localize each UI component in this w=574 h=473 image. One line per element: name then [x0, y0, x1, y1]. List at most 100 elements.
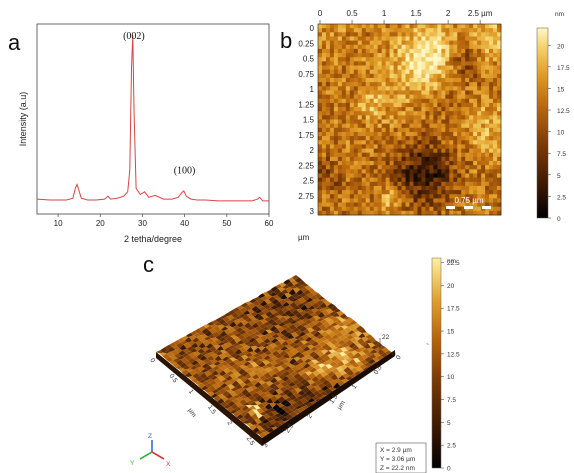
- surface-facet: [246, 363, 255, 369]
- surface-facet: [276, 365, 284, 372]
- afm-pixel: [373, 165, 379, 170]
- surface-facet: [343, 350, 351, 355]
- surface-facet: [301, 318, 310, 323]
- afm-pixel: [405, 61, 410, 66]
- afm-pixel: [389, 61, 394, 66]
- afm-pixel: [405, 115, 410, 120]
- afm-pixel: [349, 115, 355, 120]
- afm-pixel: [389, 90, 394, 95]
- afm-pixel: [393, 177, 398, 183]
- surface-facet: [211, 320, 219, 325]
- afm-pixel: [333, 206, 339, 212]
- afm-pixel: [441, 210, 446, 216]
- surface-facet: [233, 319, 241, 326]
- afm-pixel: [477, 24, 482, 29]
- surface-facet: [308, 393, 316, 398]
- afm-pixel: [369, 127, 375, 133]
- surface-facet: [176, 342, 184, 349]
- afm-pixel: [433, 82, 438, 87]
- afm-pixel: [473, 86, 478, 91]
- afm-pixel: [449, 210, 454, 216]
- surface-facet: [235, 383, 243, 390]
- afm-pixel: [373, 73, 379, 79]
- surface-facet: [266, 307, 274, 311]
- afm-pixel: [485, 36, 490, 42]
- afm-pixel: [333, 36, 339, 42]
- surface-facet: [290, 298, 299, 302]
- afm-pixel: [345, 144, 351, 149]
- afm-pixel: [441, 165, 446, 170]
- afm-pixel: [477, 123, 482, 129]
- surface-facet: [255, 413, 263, 419]
- afm-pixel: [397, 57, 402, 62]
- afm-pixel: [389, 28, 394, 33]
- afm-pixel: [457, 65, 462, 71]
- afm-pixel: [461, 177, 466, 183]
- surface-facet: [268, 424, 276, 428]
- afm-pixel: [353, 148, 359, 154]
- afm-pixel: [453, 119, 458, 125]
- surface-facet: [244, 373, 252, 379]
- surface-facet: [325, 313, 333, 318]
- afm-pixel: [401, 161, 406, 166]
- afm-pixel: [401, 144, 406, 149]
- afm-pixel: [449, 65, 454, 71]
- surface-facet: [376, 355, 384, 361]
- afm-pixel: [441, 131, 446, 137]
- afm-pixel: [337, 181, 343, 187]
- surface-facet: [346, 334, 354, 340]
- afm-pixel: [429, 190, 434, 195]
- afm-pixel: [469, 156, 474, 162]
- afm-pixel: [421, 185, 426, 191]
- afm-pixel: [449, 119, 454, 125]
- surface-facet: [298, 280, 306, 286]
- surface-facet: [241, 320, 249, 326]
- afm-pixel: [445, 136, 450, 141]
- afm-pixel: [433, 144, 438, 149]
- afm-pixel: [365, 148, 371, 154]
- afm-pixel: [385, 82, 391, 87]
- surface-facet: [277, 326, 285, 333]
- afm-pixel: [441, 24, 446, 29]
- afm-pixel: [341, 131, 347, 137]
- afm-pixel: [477, 198, 482, 203]
- afm-pixel: [485, 73, 490, 79]
- afm-pixel: [377, 190, 383, 195]
- afm-pixel: [489, 107, 494, 112]
- surface-facet: [209, 364, 217, 369]
- afm-pixel: [453, 194, 458, 199]
- afm-pixel: [417, 148, 422, 154]
- afm-pixel: [353, 169, 359, 174]
- surface-facet: [255, 395, 263, 402]
- surface-facet: [301, 372, 309, 379]
- afm-pixel: [413, 152, 418, 158]
- afm-pixel: [329, 206, 335, 212]
- afm-pixel: [497, 69, 502, 75]
- afm-pixel: [473, 156, 478, 162]
- surface-facet: [270, 304, 279, 310]
- surface-facet: [302, 328, 311, 334]
- afm-pixel: [429, 98, 434, 104]
- afm-pixel: [469, 32, 474, 37]
- afm-pixel: [417, 115, 422, 120]
- afm-pixel: [405, 90, 410, 95]
- surface-facet: [338, 318, 347, 323]
- afm-pixel: [433, 28, 438, 33]
- afm-pixel: [489, 40, 494, 46]
- afm-pixel: [449, 165, 454, 170]
- surface-facet: [251, 305, 259, 312]
- surface-facet: [256, 355, 264, 360]
- afm-pixel: [349, 169, 355, 174]
- afm-pixel: [337, 94, 343, 100]
- afm-pixel: [429, 177, 434, 183]
- afm-pixel: [381, 119, 387, 125]
- afm-pixel: [357, 152, 363, 158]
- surface-facet: [246, 330, 254, 336]
- afm-pixel: [497, 65, 502, 71]
- afm-pixel: [405, 185, 410, 191]
- afm-pixel: [457, 48, 462, 54]
- surface-facet: [303, 341, 312, 347]
- afm-pixel: [453, 40, 458, 46]
- surface-facet: [219, 330, 228, 337]
- surface-facet: [248, 355, 257, 361]
